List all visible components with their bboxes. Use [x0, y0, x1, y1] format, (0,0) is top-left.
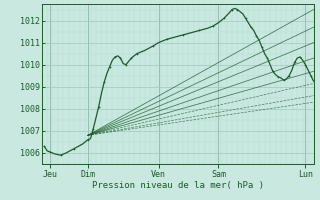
X-axis label: Pression niveau de la mer( hPa ): Pression niveau de la mer( hPa ): [92, 181, 264, 190]
